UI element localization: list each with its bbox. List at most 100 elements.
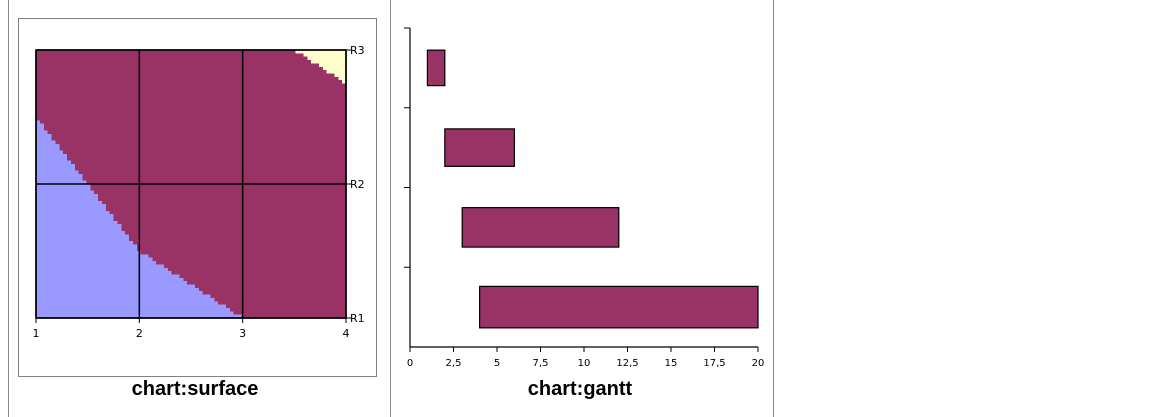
surface-cell <box>233 90 239 95</box>
surface-cell <box>171 204 177 209</box>
surface-cell <box>167 237 173 242</box>
surface-cell <box>105 90 111 95</box>
surface-cell <box>191 117 196 121</box>
surface-cell <box>334 197 339 202</box>
surface-cell <box>225 153 231 158</box>
surface-cell <box>225 170 231 175</box>
surface-cell <box>98 153 103 158</box>
surface-cell <box>206 214 211 219</box>
surface-cell <box>253 197 258 202</box>
surface-cell <box>129 230 134 235</box>
surface-cell <box>303 167 308 172</box>
surface-cell <box>59 70 64 75</box>
surface-cell <box>299 86 304 91</box>
surface-cell <box>98 123 103 128</box>
surface-cell <box>260 163 266 168</box>
surface-cell <box>167 204 173 209</box>
surface-cell <box>160 80 165 85</box>
surface-cell <box>82 120 87 125</box>
surface-cell <box>264 130 270 135</box>
surface-cell <box>307 197 312 202</box>
surface-cell <box>175 153 180 158</box>
surface-cell <box>256 80 262 85</box>
surface-cell <box>183 210 188 215</box>
surface-cell <box>280 217 285 222</box>
surface-cell <box>253 200 258 205</box>
surface-cell <box>167 130 173 135</box>
surface-cell <box>47 120 53 125</box>
surface-cell <box>342 204 347 209</box>
surface-cell <box>59 251 64 255</box>
surface-cell <box>260 220 266 225</box>
surface-cell <box>299 110 304 115</box>
surface-cell <box>167 140 173 145</box>
surface-cell <box>222 204 227 209</box>
surface-cell <box>140 63 146 68</box>
surface-cell <box>245 180 250 185</box>
surface-cell <box>225 184 231 188</box>
surface-cell <box>311 80 316 85</box>
surface-cell <box>307 227 312 232</box>
surface-cell <box>202 237 208 242</box>
surface-cell <box>82 224 87 229</box>
surface-cell <box>98 163 103 168</box>
surface-cell <box>163 163 169 168</box>
surface-cell <box>113 244 118 249</box>
surface-cell <box>326 187 332 192</box>
surface-cell <box>70 147 76 152</box>
surface-cell <box>291 160 297 165</box>
surface-cell <box>105 123 111 128</box>
surface-cell <box>63 224 68 229</box>
surface-cell <box>39 234 45 239</box>
surface-cell <box>148 257 153 262</box>
surface-cell <box>276 207 281 212</box>
surface-cell <box>299 190 304 195</box>
surface-cell <box>148 153 153 158</box>
surface-cell <box>63 70 68 75</box>
surface-cell <box>326 120 332 125</box>
surface-cell <box>268 251 273 255</box>
surface-cell <box>210 100 215 105</box>
surface-cell <box>326 123 332 128</box>
surface-cell <box>59 240 64 245</box>
surface-cell <box>70 66 76 71</box>
surface-cell <box>268 240 273 245</box>
surface-cell <box>268 53 273 58</box>
surface-cell <box>70 113 76 118</box>
surface-cell <box>144 127 149 131</box>
surface-cell <box>113 240 118 245</box>
surface-cell <box>330 127 335 131</box>
surface-cell <box>43 251 49 255</box>
surface-cell <box>318 240 324 245</box>
surface-cell <box>194 204 200 209</box>
surface-cell <box>187 224 192 229</box>
surface-cell <box>105 177 111 182</box>
surface-cell <box>210 227 215 232</box>
surface-cell <box>249 93 254 98</box>
surface-cell <box>163 230 169 235</box>
surface-cell <box>260 120 266 125</box>
surface-cell <box>125 200 130 205</box>
surface-cell <box>187 230 192 235</box>
surface-cell <box>51 187 56 192</box>
surface-cell <box>233 234 239 239</box>
surface-cell <box>167 214 173 219</box>
surface-cell <box>179 197 184 202</box>
surface-cell <box>241 187 246 192</box>
surface-cell <box>342 240 347 245</box>
surface-cell <box>132 187 138 192</box>
surface-cell <box>36 224 41 229</box>
surface-cell <box>187 137 192 142</box>
surface-cell <box>237 214 242 219</box>
surface-cell <box>36 123 41 128</box>
surface-cell <box>268 127 273 131</box>
surface-cell <box>326 157 332 162</box>
surface-cell <box>82 66 87 71</box>
surface-cell <box>67 83 72 88</box>
surface-cell <box>160 143 165 148</box>
surface-cell <box>291 80 297 85</box>
surface-cell <box>260 240 266 245</box>
surface-cell <box>264 224 270 229</box>
surface-cell <box>125 224 130 229</box>
surface-cell <box>113 204 118 209</box>
